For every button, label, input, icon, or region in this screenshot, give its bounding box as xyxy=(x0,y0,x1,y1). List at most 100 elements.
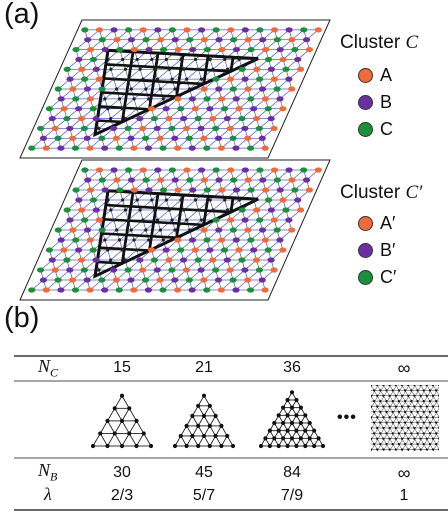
nb-sub: B xyxy=(50,469,58,484)
cluster-icon-site xyxy=(219,423,224,429)
lattice-site xyxy=(115,287,123,293)
lattice-site xyxy=(229,227,237,233)
lattice-site xyxy=(227,167,235,173)
lattice-site xyxy=(72,237,80,243)
cluster-site xyxy=(97,268,101,272)
infinite-site xyxy=(404,421,407,424)
infinite-site xyxy=(385,442,388,446)
infinite-site xyxy=(413,426,416,430)
cluster-icon-site xyxy=(294,443,299,449)
infinite-site xyxy=(391,410,394,413)
cluster-icon-site xyxy=(213,433,218,439)
lattice-site xyxy=(230,177,238,183)
infinite-site xyxy=(407,437,410,440)
cluster-site xyxy=(138,208,142,212)
infinite-site xyxy=(425,405,428,408)
cluster-site xyxy=(153,67,157,71)
infinite-site xyxy=(364,384,366,386)
infinite-site xyxy=(376,385,379,387)
lattice-site xyxy=(150,257,159,263)
lattice-site xyxy=(273,37,281,43)
infinite-site xyxy=(428,410,431,413)
lattice-site xyxy=(142,177,150,183)
lattice-site xyxy=(80,125,88,132)
cluster-bond xyxy=(97,260,123,265)
cluster-bond xyxy=(97,119,123,124)
lattice-site xyxy=(174,145,182,151)
lattice-site xyxy=(165,257,173,263)
infinite-site xyxy=(435,389,438,392)
cluster-icon-bond xyxy=(114,395,123,409)
lattice-site xyxy=(139,267,147,273)
lattice-site xyxy=(177,247,185,253)
lattice-site xyxy=(125,167,133,173)
cluster-icon-site xyxy=(148,443,154,449)
row-head-lambda: λ xyxy=(44,484,52,505)
lattice-site xyxy=(270,27,279,33)
legend-title-cluster-c-prime: Cluster C′ xyxy=(340,182,422,204)
cluster-bond xyxy=(148,193,160,251)
lattice-site xyxy=(191,106,199,112)
lattice-site xyxy=(63,257,71,263)
lattice-site xyxy=(261,145,269,151)
lattice-site xyxy=(218,237,226,243)
lattice-site xyxy=(136,115,144,122)
infinite-bond xyxy=(438,450,439,451)
infinite-site xyxy=(413,448,416,451)
lattice-site xyxy=(171,135,179,141)
infinite-site xyxy=(428,400,431,403)
cluster-icon-site xyxy=(184,423,189,429)
lattice-site xyxy=(215,227,223,233)
cluster-icon-site xyxy=(285,443,290,449)
cluster-icon-site xyxy=(134,418,139,423)
lattice-site xyxy=(189,46,197,53)
lattice-site xyxy=(226,217,235,223)
nc-symbol: N xyxy=(38,356,51,376)
cluster-site xyxy=(144,228,148,232)
infinite-site xyxy=(419,437,422,440)
lattice-site xyxy=(182,267,191,273)
infinite-site xyxy=(382,437,385,440)
cluster-site xyxy=(120,107,124,111)
legend-item-b: B xyxy=(358,92,392,113)
infinite-site xyxy=(419,426,422,430)
lattice-site xyxy=(183,167,191,173)
lattice-site xyxy=(291,187,299,193)
cluster-icon-site xyxy=(298,436,303,441)
lattice-site xyxy=(136,257,144,263)
lattice-site xyxy=(130,187,138,193)
cluster-site xyxy=(199,218,203,222)
cluster-site xyxy=(153,208,157,212)
lattice-bond xyxy=(171,219,176,231)
cluster-icon-site xyxy=(141,431,146,436)
lattice-site xyxy=(197,267,205,273)
infinite-site xyxy=(367,389,369,391)
infinite-site xyxy=(407,448,410,451)
lattice-site xyxy=(113,177,121,183)
lattice-bond xyxy=(224,199,228,211)
legend-item-a: A xyxy=(358,65,392,86)
cluster-icon-site xyxy=(272,436,277,441)
cluster-site xyxy=(103,97,107,101)
cluster-site xyxy=(252,57,256,62)
lattice-site xyxy=(270,217,278,223)
infinite-site xyxy=(441,432,443,434)
lattice-site xyxy=(241,76,249,82)
lattice-site xyxy=(200,86,208,92)
lattice-site xyxy=(147,106,156,112)
infinite-site xyxy=(425,394,428,397)
infinite-site xyxy=(435,442,438,446)
infinite-site xyxy=(441,421,443,423)
lattice-site xyxy=(72,96,80,102)
cluster-icon-site xyxy=(289,436,295,441)
lattice-bond xyxy=(168,209,173,221)
cluster-site xyxy=(179,57,183,62)
cluster-site xyxy=(193,57,198,62)
infinite-site xyxy=(364,438,366,440)
panel-b-label: (b) xyxy=(4,302,40,334)
infinite-site xyxy=(404,410,407,413)
cluster-bond xyxy=(120,51,135,123)
lattice-site xyxy=(69,277,77,283)
infinite-site xyxy=(373,421,376,424)
cluster-icon-bond xyxy=(121,408,130,422)
